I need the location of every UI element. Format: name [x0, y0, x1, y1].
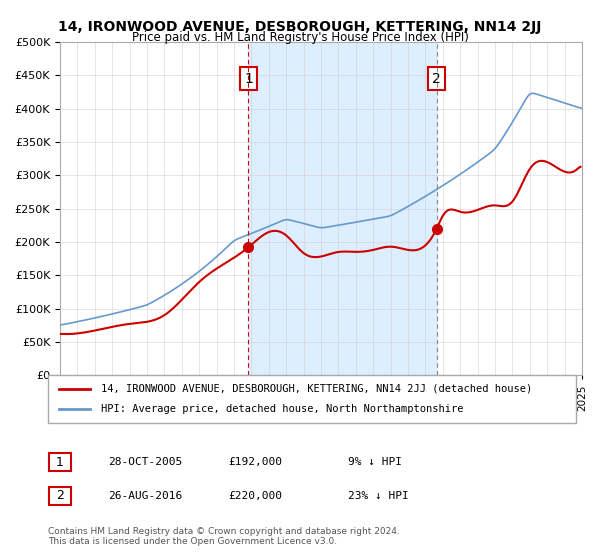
Text: £220,000: £220,000 — [228, 491, 282, 501]
Text: 2: 2 — [56, 489, 64, 502]
Text: Contains HM Land Registry data © Crown copyright and database right 2024.
This d: Contains HM Land Registry data © Crown c… — [48, 526, 400, 546]
Text: HPI: Average price, detached house, North Northamptonshire: HPI: Average price, detached house, Nort… — [101, 404, 463, 414]
Text: 2: 2 — [433, 72, 441, 86]
Bar — [248, 42, 437, 375]
Text: 28-OCT-2005: 28-OCT-2005 — [108, 457, 182, 467]
FancyBboxPatch shape — [48, 375, 576, 423]
FancyBboxPatch shape — [49, 487, 71, 505]
Text: 14, IRONWOOD AVENUE, DESBOROUGH, KETTERING, NN14 2JJ: 14, IRONWOOD AVENUE, DESBOROUGH, KETTERI… — [58, 20, 542, 34]
Text: 26-AUG-2016: 26-AUG-2016 — [108, 491, 182, 501]
Text: 9% ↓ HPI: 9% ↓ HPI — [348, 457, 402, 467]
Text: Price paid vs. HM Land Registry's House Price Index (HPI): Price paid vs. HM Land Registry's House … — [131, 31, 469, 44]
Text: 1: 1 — [244, 72, 253, 86]
Text: 14, IRONWOOD AVENUE, DESBOROUGH, KETTERING, NN14 2JJ (detached house): 14, IRONWOOD AVENUE, DESBOROUGH, KETTERI… — [101, 384, 532, 394]
FancyBboxPatch shape — [49, 453, 71, 471]
Text: 1: 1 — [56, 455, 64, 469]
Text: 23% ↓ HPI: 23% ↓ HPI — [348, 491, 409, 501]
Text: £192,000: £192,000 — [228, 457, 282, 467]
